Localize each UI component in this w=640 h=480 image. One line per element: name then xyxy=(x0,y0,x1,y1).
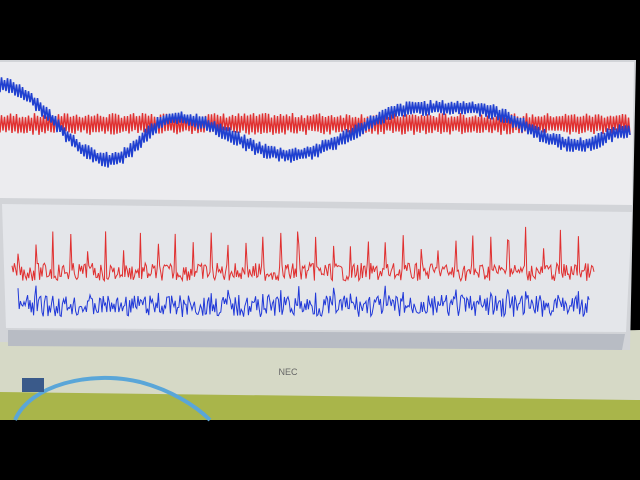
upper-red-wave xyxy=(0,112,631,135)
lower-plot-panel xyxy=(2,204,632,332)
upper-blue-wave xyxy=(0,77,631,168)
upper-plot-panel xyxy=(0,62,634,205)
brand-logo: NEC xyxy=(278,367,298,377)
lower-red-wave xyxy=(11,226,595,283)
lower-blue-wave xyxy=(17,285,590,319)
cable xyxy=(13,375,212,422)
sticker xyxy=(22,378,44,392)
waveforms xyxy=(0,77,631,319)
taskbar xyxy=(8,330,625,350)
